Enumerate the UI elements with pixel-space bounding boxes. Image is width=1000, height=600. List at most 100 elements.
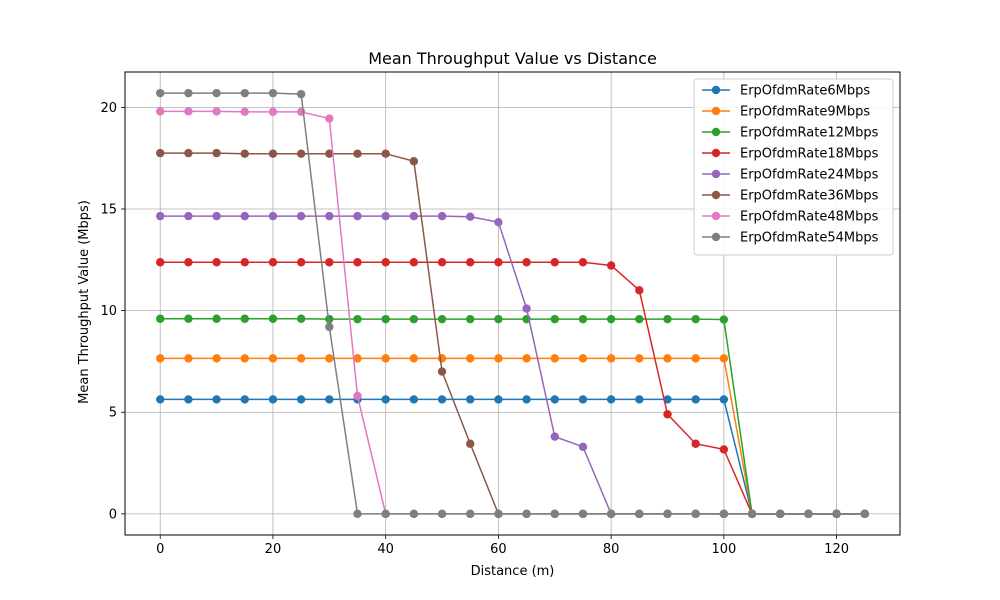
- data-point: [494, 314, 503, 324]
- data-point: [296, 258, 306, 267]
- data-point: [578, 395, 588, 404]
- legend-label: ErpOfdmRate18Mbps: [740, 147, 879, 162]
- data-point: [409, 258, 419, 267]
- data-point: [240, 88, 249, 98]
- legend-marker: [711, 148, 721, 158]
- data-point: [212, 314, 221, 323]
- data-point: [268, 258, 278, 267]
- legend-item: ErpOfdmRate24Mbps: [702, 168, 879, 183]
- data-point: [409, 395, 419, 404]
- data-point: [606, 261, 616, 270]
- x-tick-label: 80: [603, 542, 620, 557]
- data-point: [268, 314, 278, 323]
- legend-item: ErpOfdmRate48Mbps: [702, 210, 879, 225]
- data-point: [606, 314, 616, 324]
- legend-marker: [711, 190, 721, 200]
- data-point: [212, 107, 221, 116]
- data-point: [635, 509, 644, 519]
- data-point: [325, 258, 334, 267]
- data-point: [325, 114, 334, 123]
- data-point: [776, 509, 785, 519]
- data-point: [268, 211, 278, 221]
- data-point: [296, 314, 306, 323]
- data-point: [437, 395, 447, 404]
- data-point: [719, 509, 729, 519]
- series-line: [160, 92, 865, 515]
- data-point: [409, 211, 419, 221]
- data-point: [691, 354, 700, 363]
- data-point: [719, 445, 729, 454]
- legend-item: ErpOfdmRate12Mbps: [702, 126, 879, 141]
- legend-item: ErpOfdmRate54Mbps: [702, 231, 879, 246]
- data-point: [663, 410, 672, 419]
- data-point: [353, 509, 362, 519]
- data-point: [494, 509, 503, 519]
- data-point: [466, 354, 475, 363]
- data-point: [747, 509, 757, 519]
- data-point: [550, 432, 559, 441]
- data-point: [606, 395, 616, 404]
- data-point: [268, 395, 278, 404]
- data-point: [578, 258, 588, 267]
- data-point: [437, 354, 447, 363]
- data-point: [437, 211, 447, 221]
- legend: ErpOfdmRate6Mbps ErpOfdmRate9Mbps ErpOfdmR…: [693, 78, 894, 256]
- data-point: [296, 149, 306, 158]
- x-tick-label: 40: [377, 542, 394, 557]
- data-point: [296, 211, 306, 221]
- data-point: [437, 367, 447, 376]
- data-point: [268, 149, 278, 158]
- data-point: [381, 509, 390, 519]
- data-point: [212, 395, 221, 404]
- data-point: [409, 354, 419, 363]
- data-point: [212, 211, 221, 221]
- data-point: [522, 395, 531, 404]
- legend-label: ErpOfdmRate6Mbps: [740, 84, 870, 99]
- data-point: [691, 395, 700, 404]
- data-point: [522, 304, 531, 313]
- data-point: [184, 88, 193, 98]
- data-point: [240, 314, 249, 323]
- data-point: [156, 148, 165, 158]
- data-point: [325, 322, 334, 332]
- x-tick-label: 60: [490, 542, 507, 557]
- data-point: [466, 212, 475, 221]
- legend-marker: [711, 169, 721, 179]
- legend-marker: [711, 127, 721, 137]
- data-point: [522, 258, 531, 267]
- data-point: [663, 509, 672, 519]
- data-point: [184, 148, 193, 158]
- data-point: [635, 354, 644, 363]
- data-point: [184, 107, 193, 116]
- data-point: [381, 211, 390, 221]
- data-point: [268, 88, 278, 98]
- data-point: [156, 395, 165, 404]
- data-point: [466, 395, 475, 404]
- data-point: [550, 354, 559, 363]
- legend-marker: [711, 232, 721, 242]
- data-point: [719, 395, 729, 404]
- data-point: [156, 107, 165, 116]
- legend-marker: [711, 106, 721, 116]
- data-point: [156, 354, 165, 363]
- y-tick-label: 10: [100, 304, 117, 319]
- series-layer: [156, 88, 869, 519]
- series-line: [160, 317, 865, 515]
- legend-label: ErpOfdmRate9Mbps: [740, 105, 870, 120]
- data-point: [804, 509, 813, 519]
- data-point: [240, 211, 249, 221]
- data-point: [578, 509, 588, 519]
- data-point: [550, 509, 559, 519]
- data-point: [353, 258, 362, 267]
- series-line: [160, 357, 865, 515]
- data-point: [635, 314, 644, 324]
- data-point: [494, 354, 503, 363]
- data-point: [409, 509, 419, 519]
- y-axis-label: Mean Throughput Value (Mbps): [77, 200, 92, 404]
- data-point: [663, 354, 672, 363]
- legend-box: [693, 78, 894, 256]
- data-point: [578, 354, 588, 363]
- data-point: [381, 314, 390, 324]
- data-point: [156, 211, 165, 221]
- legend-marker: [711, 85, 721, 95]
